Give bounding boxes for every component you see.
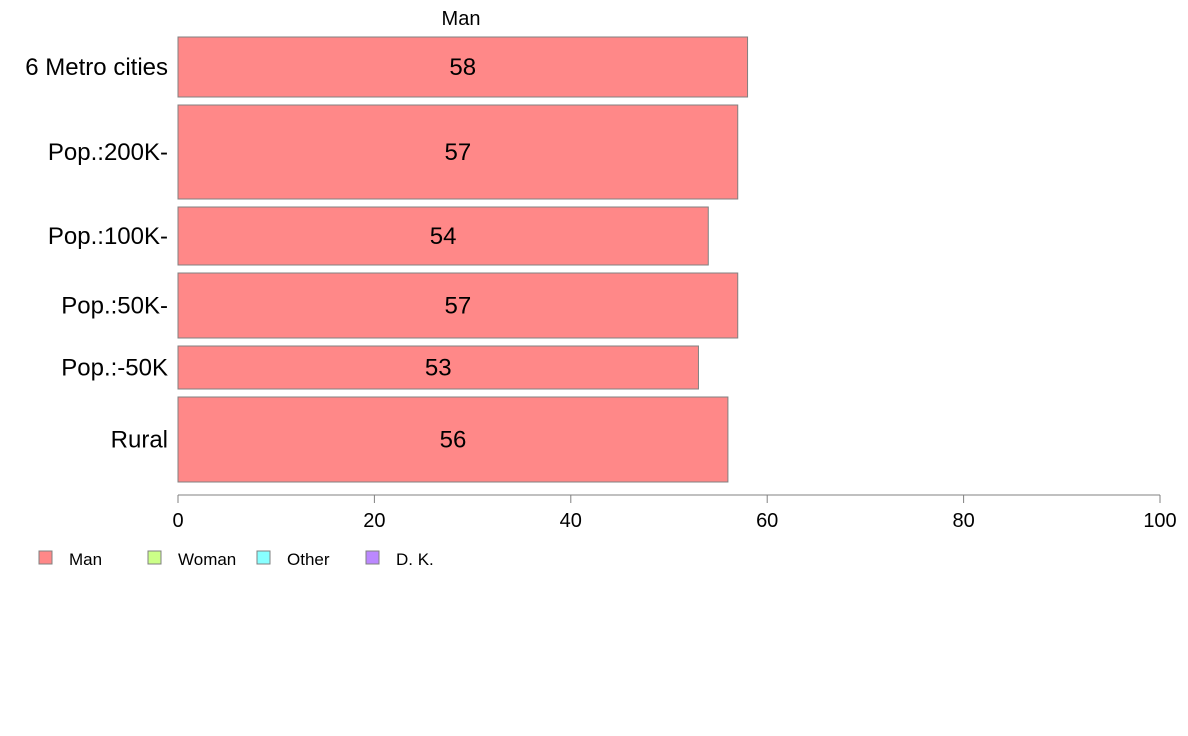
category-label: Rural xyxy=(111,427,168,454)
x-axis: 0 20 40 60 80 100 xyxy=(172,494,1177,532)
legend-label: Man xyxy=(69,550,102,569)
legend-label: Woman xyxy=(178,550,236,569)
legend: Man Woman Other D. K. xyxy=(38,550,434,569)
legend-swatch xyxy=(256,550,271,565)
x-tick-label: 40 xyxy=(560,510,582,532)
panel-title: Man xyxy=(442,8,481,30)
category-label: Pop.:-50K xyxy=(61,355,168,382)
data-label: 56 xyxy=(440,427,467,454)
legend-swatch xyxy=(365,550,380,565)
bar xyxy=(177,206,709,266)
category-label: 6 Metro cities xyxy=(25,54,168,81)
x-tick-label: 80 xyxy=(952,510,974,532)
legend-label: D. K. xyxy=(396,550,434,569)
data-label: 57 xyxy=(445,293,472,320)
data-label: 58 xyxy=(449,54,476,81)
bar xyxy=(177,396,729,483)
bar xyxy=(177,272,739,339)
legend-swatch xyxy=(38,550,53,565)
data-label: 53 xyxy=(425,355,452,382)
x-tick-label: 100 xyxy=(1143,510,1176,532)
category-label: Pop.:50K- xyxy=(61,293,168,320)
bar-group: 6 Metro cities 58 Pop.:200K- 57 Pop.:100K- 54… xyxy=(25,36,749,483)
bar xyxy=(177,36,749,98)
x-tick-label: 20 xyxy=(363,510,385,532)
bar xyxy=(177,345,699,390)
legend-swatch xyxy=(147,550,162,565)
data-label: 54 xyxy=(430,223,457,250)
data-label: 57 xyxy=(445,139,472,166)
legend-label: Other xyxy=(287,550,330,569)
x-tick-label: 60 xyxy=(756,510,778,532)
category-label: Pop.:100K- xyxy=(48,223,168,250)
category-label: Pop.:200K- xyxy=(48,139,168,166)
bar xyxy=(177,104,739,200)
x-tick-label: 0 xyxy=(172,510,183,532)
